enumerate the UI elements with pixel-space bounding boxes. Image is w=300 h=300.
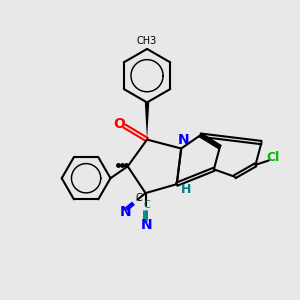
Text: Cl: Cl <box>267 151 280 164</box>
Text: CH3: CH3 <box>137 36 157 46</box>
Text: C: C <box>144 200 150 210</box>
Text: N: N <box>119 205 131 219</box>
Text: H: H <box>181 183 191 196</box>
Polygon shape <box>145 102 149 140</box>
Text: N: N <box>178 133 189 147</box>
Text: C: C <box>136 193 142 203</box>
Text: N: N <box>140 218 152 232</box>
Text: O: O <box>113 117 125 131</box>
